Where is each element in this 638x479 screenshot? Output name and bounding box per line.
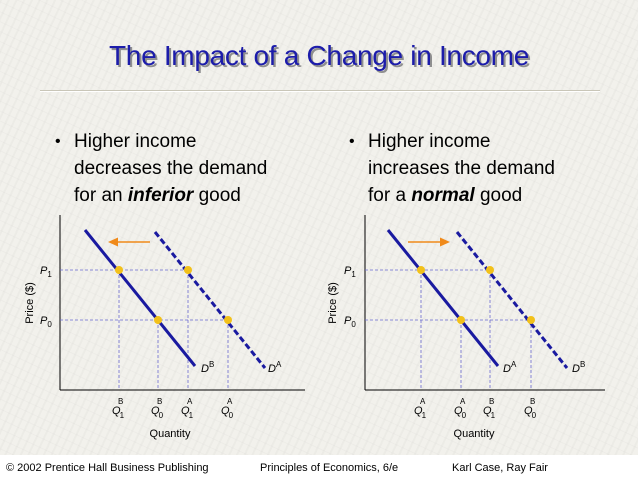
quantity-label: Q0 <box>221 405 234 420</box>
curve-label-dashed: DA <box>268 360 282 375</box>
curve-label-solid: DB <box>201 360 214 375</box>
bullet-text: good <box>193 185 241 206</box>
bullet-normal-good: • Higher income increases the demand for… <box>349 128 555 209</box>
bullet-inferior-good: • Higher income decreases the demand for… <box>55 128 268 209</box>
bullet-emphasis: inferior <box>127 185 194 206</box>
x-axis-label: Quantity <box>150 428 191 440</box>
price-label-p0: P0 <box>40 315 52 329</box>
footer-bar: © 2002 Prentice Hall Business Publishing… <box>0 455 638 479</box>
bullet-dot-icon: • <box>55 133 61 150</box>
quantity-label-sup: B <box>118 397 123 406</box>
point <box>184 266 192 274</box>
price-label-p1: P1 <box>40 265 52 279</box>
quantity-labels: Q1 B Q0 B Q1 A Q0 A <box>112 397 234 420</box>
quantity-label: Q1 <box>181 405 194 420</box>
bullet-line: Higher income <box>368 131 491 152</box>
bullet-dot-icon: • <box>349 133 355 150</box>
quantity-label-sup: A <box>227 397 233 406</box>
footer-copyright: © 2002 Prentice Hall Business Publishing <box>6 462 209 474</box>
guide-lines <box>60 269 229 390</box>
point <box>224 316 232 324</box>
bullet-line: for an inferior good <box>74 182 267 209</box>
quantity-label-sup: B <box>157 397 162 406</box>
bullet-text: for an <box>74 185 128 206</box>
point <box>115 266 123 274</box>
shift-arrow-left <box>108 237 150 247</box>
footer-authors: Karl Case, Ray Fair <box>452 462 548 474</box>
demand-curve-dashed <box>153 231 267 369</box>
bullet-text: for a <box>368 185 412 206</box>
y-axis-label: Price ($) <box>24 282 36 324</box>
title-divider <box>40 90 600 92</box>
footer-book-title: Principles of Economics, 6/e <box>260 462 399 474</box>
bullet-line: for a normal good <box>368 182 555 209</box>
page-title: The Impact of a Change in Income <box>109 40 529 71</box>
bullet-line: decreases the demand <box>74 158 268 179</box>
quantity-label-sup: A <box>187 397 193 406</box>
bullet-emphasis: normal <box>411 185 475 206</box>
bullet-line: Higher income <box>74 131 197 152</box>
quantity-label: Q0 <box>151 405 164 420</box>
bullet-line: increases the demand <box>368 158 555 179</box>
equilibrium-points <box>115 266 232 324</box>
quantity-label: Q1 <box>112 405 125 420</box>
bullet-text: good <box>474 185 523 206</box>
demand-curve-solid <box>83 229 197 367</box>
point <box>154 316 162 324</box>
